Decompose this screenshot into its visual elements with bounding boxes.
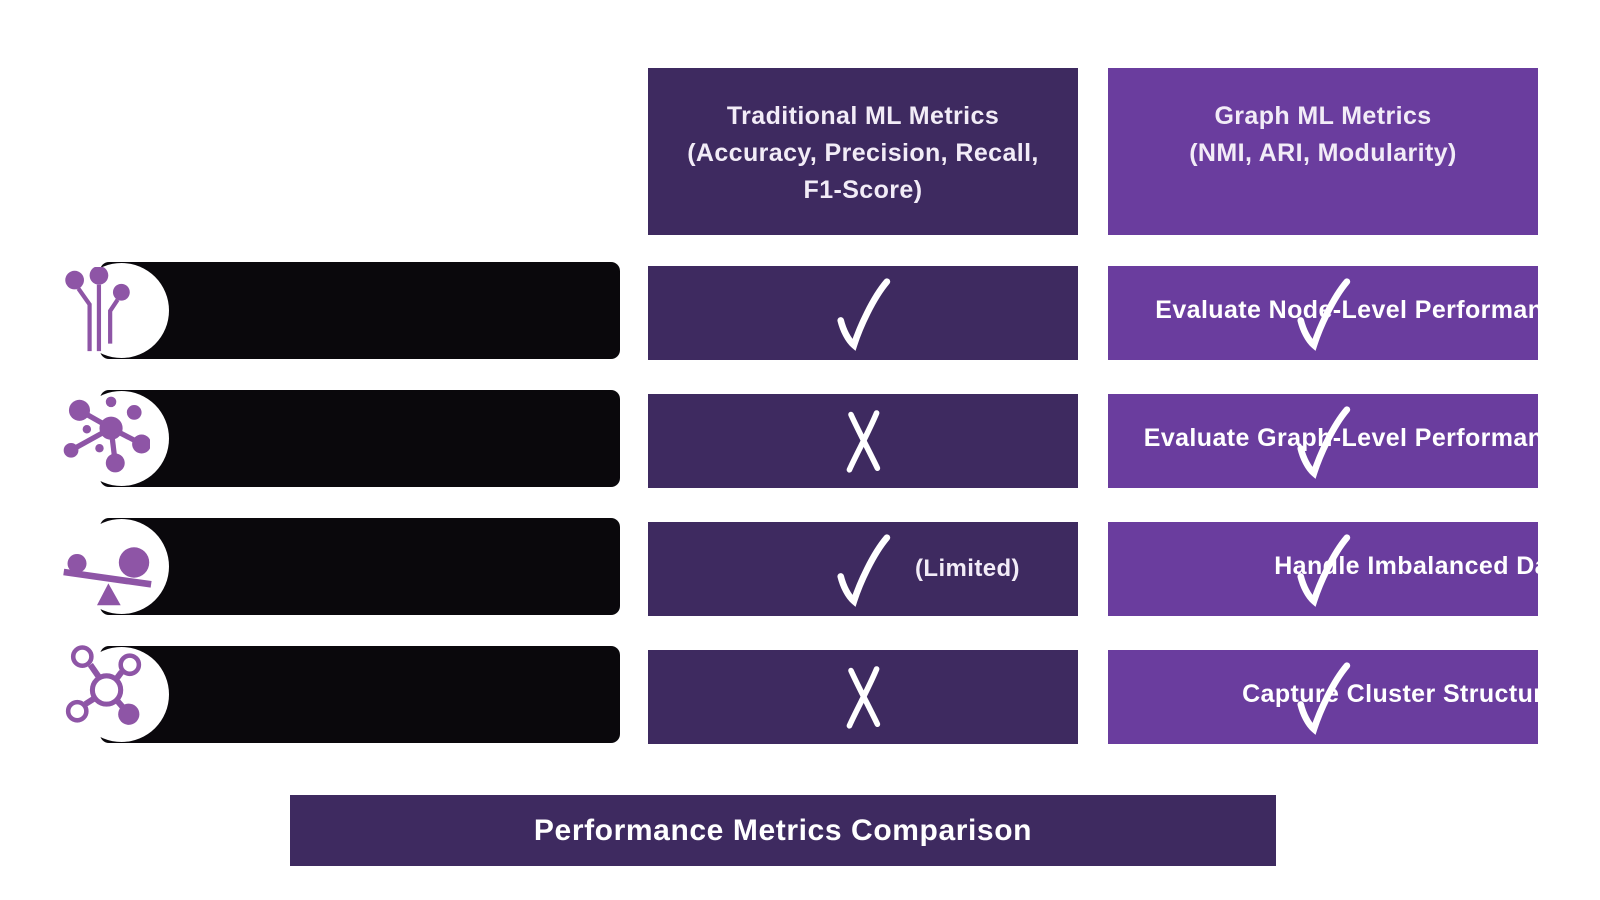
check-icon: [837, 534, 891, 607]
diagram-title: Performance Metrics Comparison: [290, 795, 1276, 866]
mark: [1290, 399, 1356, 483]
balance-seesaw-icon: [56, 534, 156, 615]
cluster-molecule-icon: [54, 642, 150, 747]
column-header-graph: Graph ML Metrics (NMI, ARI, Modularity): [1108, 68, 1538, 235]
mark: [839, 657, 887, 737]
row-label: Capture Cluster Structures: [1242, 680, 1572, 708]
check-icon: [1297, 662, 1351, 735]
limited-note: (Limited): [915, 555, 1020, 582]
column-header-traditional: Traditional ML Metrics (Accuracy, Precis…: [648, 68, 1078, 235]
row-evaluate-graph-level: Evaluate Graph-Level Performance: [0, 388, 1600, 488]
cross-icon: [846, 666, 881, 729]
row-label-bar: [100, 646, 620, 743]
row-label: Evaluate Graph-Level Performance: [1143, 424, 1572, 452]
cell-graph-imbalanced: [1108, 522, 1538, 616]
cell-traditional-node-level: [648, 266, 1078, 360]
check-icon: [1297, 406, 1351, 479]
row-label: Evaluate Node-Level Performance: [1155, 296, 1572, 324]
mark: [830, 271, 896, 355]
cell-graph-graph-level: [1108, 394, 1538, 488]
row-label: Handle Imbalanced Data: [1274, 552, 1572, 580]
cross-icon: [846, 410, 881, 473]
row-label-bar: [100, 262, 620, 359]
mark: [1290, 527, 1356, 611]
cell-traditional-cluster: [648, 650, 1078, 744]
check-icon: [1297, 534, 1351, 607]
row-label-bar: [100, 390, 620, 487]
check-icon: [837, 278, 891, 351]
row-capture-cluster-structures: Capture Cluster Structures: [0, 645, 1600, 744]
check-icon: [1297, 278, 1351, 351]
mark: [1290, 655, 1356, 739]
row-label-bar: [100, 518, 620, 615]
cell-traditional-graph-level: [648, 394, 1078, 488]
mark: [830, 527, 896, 611]
network-graph-icon: [50, 388, 152, 485]
node-pins-icon: [58, 266, 138, 358]
mark: [1290, 271, 1356, 355]
row-handle-imbalanced-data: Handle Imbalanced Data (Limited): [0, 518, 1600, 616]
cell-graph-node-level: [1108, 266, 1538, 360]
cell-traditional-imbalanced: (Limited): [648, 522, 1078, 616]
mark: [839, 401, 887, 481]
cell-graph-cluster: [1108, 650, 1538, 744]
row-evaluate-node-level: Evaluate Node-Level Performance: [0, 262, 1600, 360]
